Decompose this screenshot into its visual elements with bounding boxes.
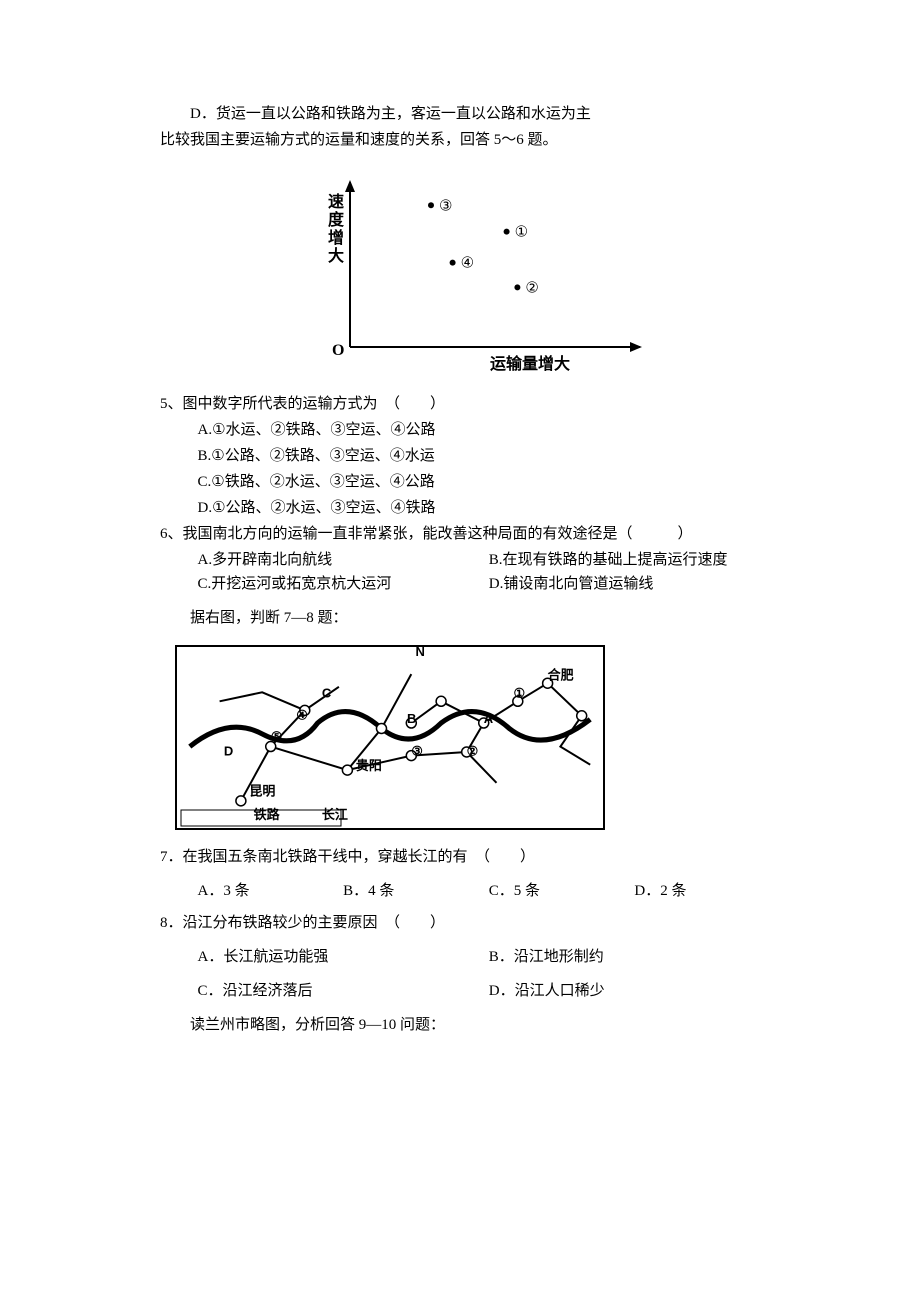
svg-text:A: A xyxy=(484,711,494,726)
svg-text:⑤: ⑤ xyxy=(271,729,283,744)
prompt-5-6: 比较我国主要运输方式的运量和速度的关系，回答 5～6 题。 xyxy=(160,128,780,152)
transport-chart: 速度增大 O 运输量增大 ③ ① ④ ② xyxy=(290,167,650,377)
svg-text:D: D xyxy=(224,744,233,759)
svg-text:合肥: 合肥 xyxy=(548,668,574,683)
q7-opt-c: C．5 条 xyxy=(489,879,635,903)
svg-text:贵阳: 贵阳 xyxy=(356,758,382,773)
q5-opt-d: D.①公路、②水运、③空运、④铁路 xyxy=(160,496,780,520)
q6-opt-c: C.开挖运河或拓宽京杭大运河 xyxy=(198,572,489,596)
prompt-9-10: 读兰州市略图，分析回答 9—10 问题： xyxy=(160,1013,780,1037)
q7-stem: 7．在我国五条南北铁路干线中，穿越长江的有 （ ） xyxy=(160,845,780,869)
svg-text:增: 增 xyxy=(328,228,344,247)
svg-text:②: ② xyxy=(467,744,479,759)
svg-text:④: ④ xyxy=(296,707,308,722)
q5-stem: 5、图中数字所代表的运输方式为 （ ） xyxy=(160,392,780,416)
svg-text:N: N xyxy=(416,647,425,659)
q6-opt-d: D.铺设南北向管道运输线 xyxy=(489,572,780,596)
q8-opt-b: B．沿江地形制约 xyxy=(489,945,780,969)
svg-text:铁路: 铁路 xyxy=(253,807,281,822)
prompt-7-8: 据右图，判断 7—8 题： xyxy=(160,606,780,630)
q8-opt-a: A．长江航运功能强 xyxy=(198,945,489,969)
svg-text:③: ③ xyxy=(439,198,452,214)
svg-text:大: 大 xyxy=(328,246,344,265)
svg-text:运输量增大: 运输量增大 xyxy=(490,354,570,373)
svg-text:速: 速 xyxy=(328,193,344,211)
q7-opt-b: B．4 条 xyxy=(343,879,489,903)
q5-opt-b: B.①公路、②铁路、③空运、④水运 xyxy=(160,444,780,468)
svg-text:③: ③ xyxy=(411,744,423,759)
q7-opt-d: D．2 条 xyxy=(634,879,780,903)
svg-text:度: 度 xyxy=(328,210,345,229)
svg-text:O: O xyxy=(332,342,344,359)
q5-opt-a: A.①水运、②铁路、③空运、④公路 xyxy=(160,418,780,442)
svg-text:B: B xyxy=(407,711,416,726)
q7-opt-a: A．3 条 xyxy=(198,879,344,903)
svg-text:长江: 长江 xyxy=(322,807,348,822)
q8-stem: 8．沿江分布铁路较少的主要原因 （ ） xyxy=(160,911,780,935)
rail-map: 合肥贵阳昆明铁路 长江 N A B C D ① ② ③ ④⑤ xyxy=(175,645,605,830)
svg-text:④: ④ xyxy=(461,256,474,272)
q6-opt-a: A.多开辟南北向航线 xyxy=(198,548,489,572)
svg-text:昆明: 昆明 xyxy=(249,783,275,798)
svg-text:①: ① xyxy=(514,686,526,701)
q6-opt-b: B.在现有铁路的基础上提高运行速度 xyxy=(489,548,780,572)
svg-text:C: C xyxy=(322,686,332,701)
svg-text:①: ① xyxy=(515,225,528,241)
prior-option-d: D．货运一直以公路和铁路为主，客运一直以公路和水运为主 xyxy=(160,102,780,126)
q5-opt-c: C.①铁路、②水运、③空运、④公路 xyxy=(160,470,780,494)
q8-opt-c: C．沿江经济落后 xyxy=(198,979,489,1003)
svg-text:②: ② xyxy=(525,280,538,296)
q8-opt-d: D．沿江人口稀少 xyxy=(489,979,780,1003)
q6-stem: 6、我国南北方向的运输一直非常紧张，能改善这种局面的有效途径是（ ） xyxy=(160,522,780,546)
